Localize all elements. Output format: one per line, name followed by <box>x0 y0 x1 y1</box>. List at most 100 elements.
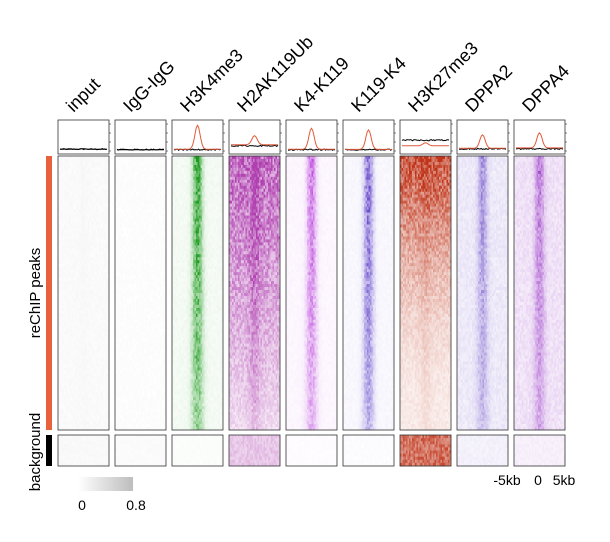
heatmap-cell <box>71 385 74 389</box>
heatmap-cell <box>64 388 66 392</box>
heatmap-cell <box>80 287 83 291</box>
heatmap-cell <box>64 343 66 347</box>
heatmap-cell <box>74 349 77 353</box>
heatmap-cell <box>74 316 77 321</box>
heatmap-cell <box>107 322 110 327</box>
heatmap-cell <box>83 293 86 297</box>
heatmap-cell <box>80 388 83 392</box>
heatmap-cell <box>97 385 99 389</box>
heatmap-cell <box>64 400 66 404</box>
heatmap-cell <box>77 203 80 207</box>
heatmap-cell <box>131 290 134 294</box>
heatmap-cell <box>103 263 105 267</box>
heatmap-cell <box>128 242 131 246</box>
heatmap-cell <box>128 215 131 219</box>
heatmap-cell <box>61 379 63 383</box>
heatmap-cell <box>98 337 101 341</box>
heatmap-cell <box>95 361 98 365</box>
heatmap-cell <box>103 385 105 389</box>
heatmap-cell <box>77 388 80 392</box>
heatmap-cell <box>67 388 69 392</box>
heatmap-cell <box>137 266 140 270</box>
heatmap-cell <box>65 340 68 344</box>
heatmap-cell <box>82 295 84 300</box>
heatmap-cell <box>104 316 107 321</box>
background-profile-line <box>401 138 450 142</box>
heatmap-cell <box>70 319 72 324</box>
heatmap-cell <box>62 236 65 240</box>
heatmap-cell <box>97 355 99 359</box>
heatmap-cell <box>106 218 108 222</box>
heatmap-cell <box>67 301 69 306</box>
heatmap-cell <box>59 355 62 359</box>
heatmap-cell <box>62 367 65 371</box>
heatmap-cell <box>101 340 104 344</box>
heatmap-cell <box>79 257 81 261</box>
heatmap-cell <box>58 236 60 240</box>
heatmap-cell <box>88 388 90 392</box>
heatmap-cell <box>101 379 104 383</box>
heatmap-cell <box>76 245 78 249</box>
heatmap-cell <box>88 400 90 404</box>
heatmap-cell <box>122 284 125 288</box>
heatmap-cell <box>88 358 90 362</box>
heatmap-cell <box>59 343 62 347</box>
heatmap-cell <box>86 233 89 237</box>
heatmap-cell <box>161 254 164 258</box>
heatmap-cell <box>100 263 102 267</box>
heatmap-cell <box>89 179 92 184</box>
heatmap-cell <box>71 334 74 338</box>
heatmap-cell <box>65 400 68 404</box>
heatmap-cell <box>68 379 71 383</box>
heatmap-cell <box>74 388 77 392</box>
heatmap-cell <box>74 251 77 255</box>
heatmap-cell <box>154 218 156 222</box>
heatmap-cell <box>154 239 156 243</box>
heatmap-cell <box>59 319 62 324</box>
heatmap-cell <box>89 319 92 324</box>
heatmap-cell <box>107 313 110 318</box>
heatmap-cell <box>89 167 92 172</box>
heatmap-cell <box>104 281 107 285</box>
heatmap-cell <box>107 156 110 160</box>
heatmap-cell <box>82 164 84 169</box>
heatmap-cell <box>91 293 93 297</box>
heatmap-cell <box>107 275 110 279</box>
heatmap-cell <box>88 209 90 213</box>
heatmap-cell <box>68 355 71 359</box>
heatmap-cell <box>65 218 68 222</box>
heatmap-cell <box>85 385 87 389</box>
heatmap-cell <box>106 260 108 264</box>
heatmap-cell <box>95 257 98 261</box>
heatmap-cell <box>67 284 69 288</box>
heatmap-cell <box>73 316 75 321</box>
heatmap-cell <box>79 224 81 228</box>
heatmap-cell <box>104 367 107 371</box>
heatmap-cell <box>58 313 60 318</box>
heatmap-cell <box>61 233 63 237</box>
heatmap-cell <box>62 325 65 330</box>
heatmap-cell <box>101 278 104 282</box>
heatmap-cell <box>104 379 107 383</box>
heatmap-cell <box>101 385 104 389</box>
heatmap-cell <box>97 373 99 377</box>
heatmap-cell <box>94 293 96 297</box>
heatmap-cell <box>82 251 84 255</box>
heatmap-cell <box>101 281 104 285</box>
peak-profile-line <box>288 127 335 150</box>
heatmap-cell <box>64 367 66 371</box>
heatmap-cell <box>88 287 90 291</box>
heatmap-cell <box>64 176 66 181</box>
heatmap-cell <box>79 388 81 392</box>
heatmap-cell <box>71 161 74 166</box>
heatmap-cell <box>127 284 129 288</box>
heatmap-cell <box>97 313 99 318</box>
heatmap-cell <box>58 361 60 365</box>
heatmap-cell <box>59 260 62 264</box>
heatmap-cell <box>86 382 89 386</box>
heatmap-cell <box>64 173 66 178</box>
heatmap-cell <box>68 322 71 327</box>
heatmap-cell <box>86 281 89 285</box>
heatmap-cell <box>80 245 83 249</box>
heatmap-cell <box>77 337 80 341</box>
